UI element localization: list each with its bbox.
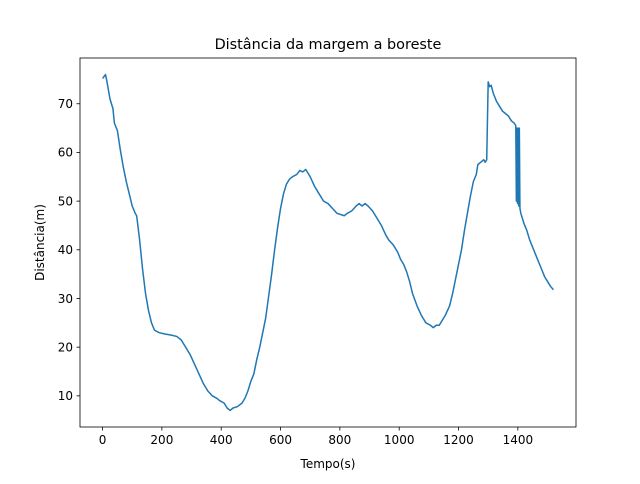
x-tick-label: 1000 <box>384 433 415 447</box>
y-tick-label: 60 <box>58 146 73 160</box>
y-tick-label: 70 <box>58 97 73 111</box>
series-line-0 <box>101 73 555 412</box>
series-lines <box>101 73 555 412</box>
x-tick-label: 800 <box>328 433 351 447</box>
x-tick-label: 600 <box>269 433 292 447</box>
x-tick-label: 400 <box>210 433 233 447</box>
y-axis-label: Distância(m) <box>33 204 47 281</box>
y-tick-label: 40 <box>58 243 73 257</box>
y-tick-label: 10 <box>58 389 73 403</box>
axis-ticks: 0 200 400 600 800 1000 1200 1400 10 20 30 40 50 60 70 <box>58 97 533 447</box>
x-tick-label: 1200 <box>443 433 474 447</box>
y-tick-label: 50 <box>58 194 73 208</box>
plot-frame <box>79 57 577 428</box>
x-tick-label: 0 <box>99 433 107 447</box>
x-axis-label: Tempo(s) <box>300 457 356 471</box>
y-tick-label: 30 <box>58 292 73 306</box>
x-tick-label: 1400 <box>503 433 534 447</box>
chart-title: Distância da margem a boreste <box>215 37 442 53</box>
y-tick-label: 20 <box>58 340 73 354</box>
x-tick-label: 200 <box>150 433 173 447</box>
